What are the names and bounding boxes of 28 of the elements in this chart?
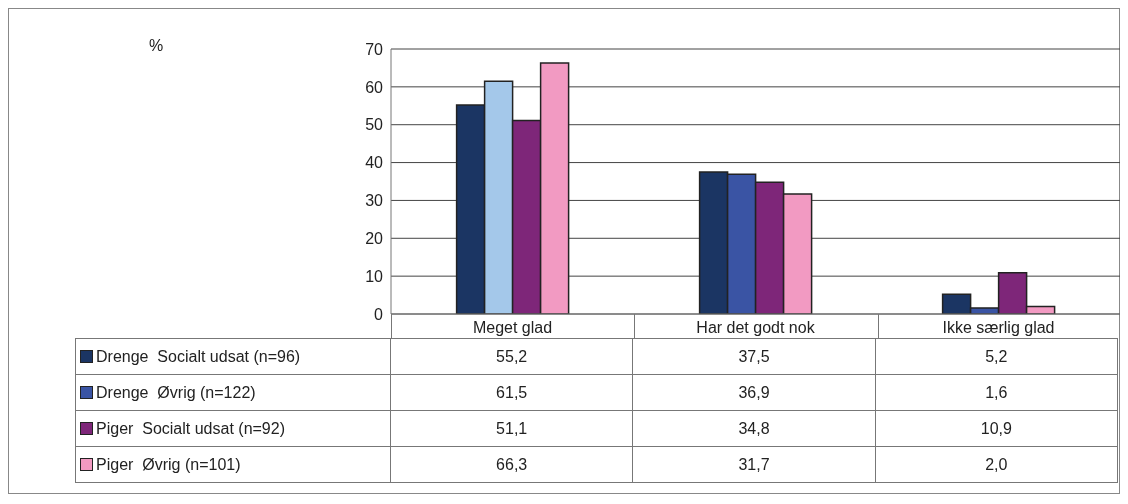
y-tick-label: 50 — [365, 116, 384, 134]
data-label: 37,5 — [632, 338, 876, 375]
x-tick-label: Meget glad — [472, 319, 553, 337]
data-label: 10,9 — [875, 410, 1118, 447]
data-label: 5,2 — [875, 338, 1118, 375]
y-tick-label: 40 — [365, 154, 384, 172]
x-tick-label: Ikke særlig glad — [942, 319, 1055, 337]
data-label: 61,5 — [390, 374, 633, 411]
data-label: 31,7 — [632, 446, 876, 483]
y-tick-label: 60 — [365, 78, 384, 96]
data-label: 36,9 — [632, 374, 876, 411]
y-tick-label: 10 — [365, 267, 384, 285]
legend-label: Piger Øvrig (n=101) — [75, 446, 391, 483]
y-tick-label: 30 — [365, 192, 384, 210]
data-label: 1,6 — [875, 374, 1118, 411]
data-label: 51,1 — [390, 410, 633, 447]
y-tick-label: 0 — [374, 305, 384, 323]
y-tick-label: 70 — [365, 40, 384, 58]
text: % — [149, 37, 164, 55]
legend-label: Drenge Socialt udsat (n=96) — [75, 338, 391, 375]
data-label: 66,3 — [390, 446, 633, 483]
legend-label: Drenge Øvrig (n=122) — [75, 374, 391, 411]
data-label: 2,0 — [875, 446, 1118, 483]
legend-label: Piger Socialt udsat (n=92) — [75, 410, 391, 447]
y-tick-label: 20 — [365, 229, 384, 247]
data-label: 55,2 — [390, 338, 633, 375]
x-tick-label: Har det godt nok — [696, 319, 816, 337]
data-label: 34,8 — [632, 410, 876, 447]
